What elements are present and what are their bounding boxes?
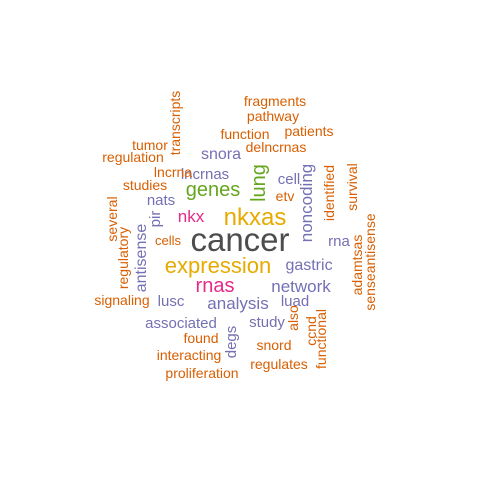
- word-functional: functional: [313, 309, 329, 369]
- word-lung: lung: [248, 164, 270, 202]
- word-snora: snora: [201, 146, 241, 163]
- word-lncrnas: lncrnas: [181, 166, 229, 183]
- word-studies: studies: [123, 177, 167, 193]
- word-noncoding: noncoding: [297, 164, 316, 242]
- word-identified: identified: [321, 165, 337, 221]
- word-nats: nats: [147, 192, 175, 209]
- word-interacting: interacting: [157, 347, 222, 363]
- word-degs: degs: [223, 326, 240, 359]
- word-pir: pir: [147, 211, 164, 228]
- word-regulation: regulation: [102, 149, 164, 165]
- word-genes: genes: [186, 179, 241, 201]
- word-cell: cell: [278, 171, 301, 188]
- word-ccnd: ccnd: [303, 316, 319, 346]
- word-network: network: [271, 277, 331, 296]
- word-lncrna: lncrna: [154, 164, 192, 180]
- word-pathway: pathway: [247, 108, 299, 124]
- word-expression: expression: [165, 253, 271, 278]
- word-also: also: [285, 305, 301, 331]
- word-cancer: cancer: [190, 221, 289, 258]
- word-transcripts: transcripts: [167, 91, 183, 156]
- word-regulatory: regulatory: [115, 227, 131, 289]
- word-found: found: [183, 330, 218, 346]
- word-senseantisense: senseantisense: [362, 213, 378, 311]
- word-rna: rna: [328, 233, 350, 250]
- word-patients: patients: [284, 123, 333, 139]
- word-several: several: [104, 196, 120, 241]
- word-delncrnas: delncrnas: [246, 139, 307, 155]
- word-adamtsas: adamtsas: [349, 235, 365, 296]
- word-snord: snord: [256, 337, 291, 353]
- word-survival: survival: [344, 163, 360, 210]
- word-etv: etv: [276, 188, 295, 204]
- word-lusc: lusc: [158, 293, 185, 310]
- word-luad: luad: [281, 293, 309, 310]
- word-nkx: nkx: [178, 207, 205, 226]
- word-gastric: gastric: [285, 257, 332, 274]
- word-rnas: rnas: [196, 275, 235, 297]
- word-cells: cells: [155, 233, 182, 248]
- word-function: function: [220, 126, 269, 142]
- word-associated: associated: [145, 315, 217, 332]
- word-study: study: [249, 314, 285, 331]
- word-fragments: fragments: [244, 93, 306, 109]
- word-antisense: antisense: [133, 224, 150, 293]
- word-analysis: analysis: [207, 294, 268, 313]
- word-nkxas: nkxas: [224, 204, 287, 231]
- word-proliferation: proliferation: [165, 365, 238, 381]
- word-tumor: tumor: [132, 137, 168, 153]
- word-regulates: regulates: [250, 356, 308, 372]
- word-signaling: signaling: [94, 292, 149, 308]
